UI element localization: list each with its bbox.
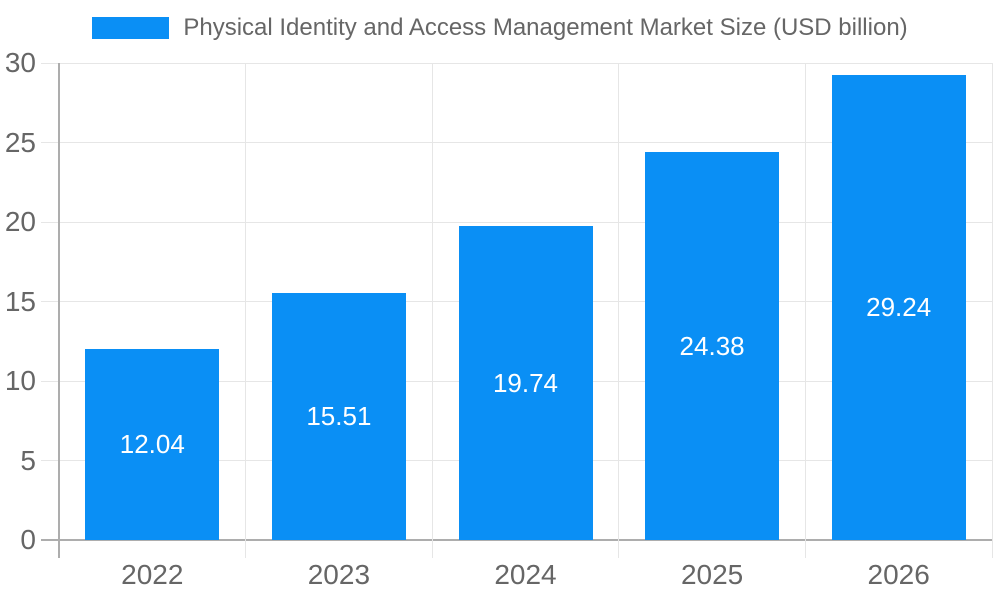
- bar-2023[interactable]: [271, 293, 406, 540]
- y-axis-tick-label: 15: [4, 285, 36, 317]
- bar-2024[interactable]: [458, 226, 593, 540]
- legend-item[interactable]: Physical Identity and Access Management …: [92, 14, 908, 42]
- bar-value-label: 29.24: [866, 292, 932, 323]
- x-axis-line: [41, 539, 992, 541]
- y-axis-tick-label: 10: [4, 365, 36, 396]
- bar-value-label: 19.74: [492, 367, 559, 398]
- bar-value-label: 24.38: [679, 330, 745, 361]
- x-axis-tick-label: 2022: [121, 559, 184, 590]
- y-axis-tick-label: 5: [20, 444, 36, 476]
- plot-area: 0 5 10 15 20 25 30 12.04 2022 15.51 2023 19.74 2024 2…: [5, 48, 993, 590]
- gridline-horizontal: [41, 62, 992, 64]
- x-axis-tick-label: 2023: [307, 559, 371, 590]
- legend-label: Physical Identity and Access Management …: [183, 14, 908, 41]
- gridline-vertical: [991, 63, 993, 558]
- y-axis-tick-label: 30: [4, 47, 36, 78]
- y-axis-line: [58, 63, 60, 558]
- x-axis-tick-label: 2024: [494, 559, 557, 590]
- bar-2026[interactable]: [831, 75, 966, 540]
- y-axis-tick-label: 25: [4, 126, 36, 158]
- bars-layer: [59, 63, 992, 540]
- bar-value-label: 15.51: [306, 401, 372, 432]
- gridline-vertical: [618, 63, 620, 558]
- bar-2022[interactable]: [85, 348, 220, 540]
- gridline-vertical: [431, 63, 433, 558]
- gridline-vertical: [245, 63, 247, 558]
- gridline-horizontal: [41, 221, 992, 223]
- legend-swatch-icon: [92, 17, 170, 39]
- x-axis-tick-label: 2026: [867, 559, 930, 590]
- bar-value-label: 12.04: [119, 428, 185, 459]
- gridline-horizontal: [41, 142, 992, 143]
- y-axis-tick-label: 0: [20, 524, 36, 555]
- gridline-vertical: [804, 63, 806, 558]
- x-axis-tick-label: 2025: [680, 559, 744, 590]
- y-axis-tick-label: 20: [4, 206, 36, 237]
- legend: Physical Identity and Access Management …: [0, 14, 1000, 42]
- bar-2025[interactable]: [645, 152, 780, 540]
- labels-layer: 0 5 10 15 20 25 30 12.04 2022 15.51 2023 19.74 2024 2…: [5, 48, 992, 590]
